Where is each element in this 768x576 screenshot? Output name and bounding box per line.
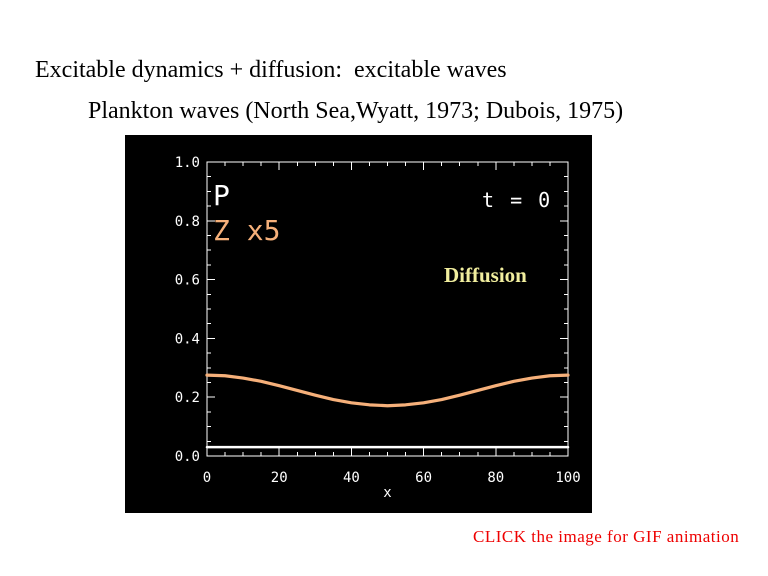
x-axis-title: x: [383, 485, 391, 501]
slide-subtitle: Plankton waves (North Sea,Wyatt, 1973; D…: [88, 98, 624, 124]
x-tick-label: 100: [555, 470, 580, 486]
y-tick-label: 0.0: [175, 449, 200, 465]
y-tick-label: 1.0: [175, 155, 200, 171]
y-tick-label: 0.4: [175, 331, 200, 347]
plot-image[interactable]: 0 20 40 60 80 100 0.0 0.2 0.4 0.6 0.8 1.0 x P Z x5 t…: [125, 135, 592, 513]
y-tick-label: 0.6: [175, 273, 200, 289]
click-note: CLICK the image for GIF animation: [473, 527, 740, 546]
x-tick-label: 0: [203, 470, 211, 486]
y-tick-label: 0.2: [175, 390, 200, 406]
series-line-z-x5: [205, 373, 570, 408]
x-tick-label: 20: [271, 470, 288, 486]
x-tick-label: 80: [487, 470, 504, 486]
plot-svg: 0 20 40 60 80 100 0.0 0.2 0.4 0.6 0.8 1.0 x: [175, 155, 581, 501]
x-tick-label: 40: [343, 470, 360, 486]
plot-frame: [206, 161, 569, 457]
slide-title: Excitable dynamics + diffusion: excitabl…: [35, 57, 507, 83]
x-tick-label: 60: [415, 470, 432, 486]
y-tick-label: 0.8: [175, 214, 200, 230]
